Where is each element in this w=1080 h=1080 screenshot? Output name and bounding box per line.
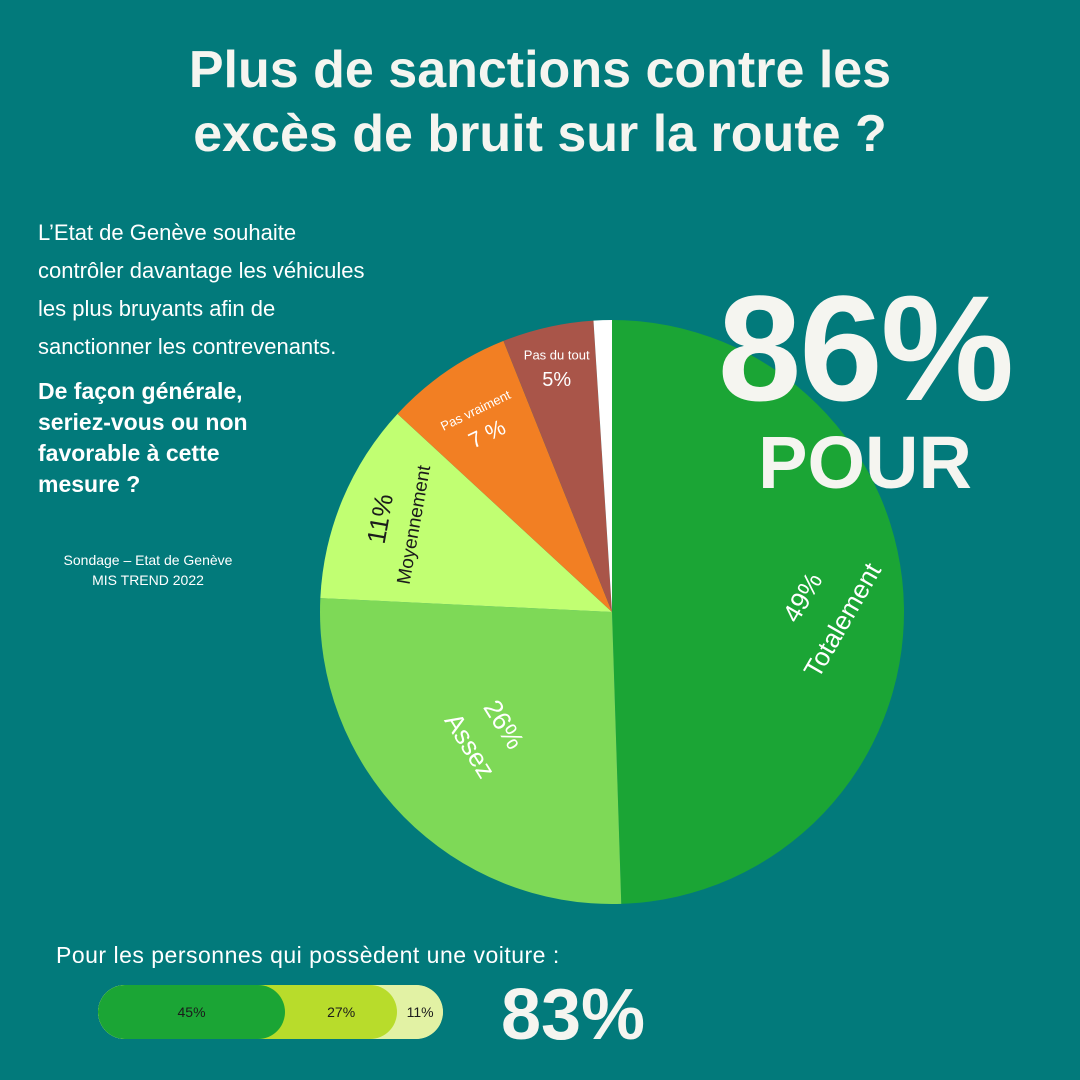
bar-segment-label: 11% — [406, 1004, 434, 1020]
intro-line-4: sanctionner les contrevenants. — [38, 334, 337, 359]
question-line-1: De façon générale, — [38, 378, 243, 404]
pie-slice-pas-du-tout — [503, 320, 612, 612]
pie-slice-other — [593, 320, 612, 612]
question-line-3: favorable à cette — [38, 440, 220, 466]
bar-segment-label: 27% — [327, 1004, 356, 1020]
pie-label-group: Pas du tout 5% — [524, 348, 590, 391]
pie-value-label: 5% — [542, 369, 571, 391]
headline-label: POUR — [758, 421, 972, 504]
car-owners-bar: 11% 27% 45% — [98, 985, 443, 1039]
intro-line-2: contrôler davantage les véhicules — [38, 258, 365, 283]
bar-segment-label: 45% — [177, 1004, 206, 1020]
survey-question: De façon générale, seriez-vous ou non fa… — [38, 376, 338, 500]
question-line-2: seriez-vous ou non — [38, 409, 248, 435]
source-line-1: Sondage – Etat de Genève — [63, 552, 233, 568]
pie-category-label: Pas du tout — [524, 348, 590, 363]
question-line-4: mesure ? — [38, 471, 141, 497]
source-line-2: MIS TREND 2022 — [92, 572, 204, 588]
car-owners-caption: Pour les personnes qui possèdent une voi… — [56, 942, 560, 968]
car-owners-total: 83% — [500, 975, 646, 1055]
pie-slice-assez — [319, 598, 622, 904]
pie-slice-totalement — [612, 320, 904, 904]
pie-slice-pas-vraiment — [397, 340, 612, 612]
title-line-2: excès de bruit sur la route ? — [193, 105, 887, 163]
bar-segment: 45% — [98, 985, 286, 1039]
title-line-1: Plus de sanctions contre les — [188, 41, 892, 99]
page-title: Plus de sanctions contre les excès de br… — [0, 38, 1080, 166]
intro-line-1: L’Etat de Genève souhaite — [38, 220, 297, 245]
intro-line-3: les plus bruyants afin de — [38, 296, 276, 321]
headline-percent: 86% — [717, 264, 1014, 432]
pie-slice-moyennement — [320, 413, 612, 612]
intro-text: L’Etat de Genève souhaite contrôler dava… — [38, 214, 478, 366]
survey-source: Sondage – Etat de Genève MIS TREND 2022 — [38, 550, 258, 590]
